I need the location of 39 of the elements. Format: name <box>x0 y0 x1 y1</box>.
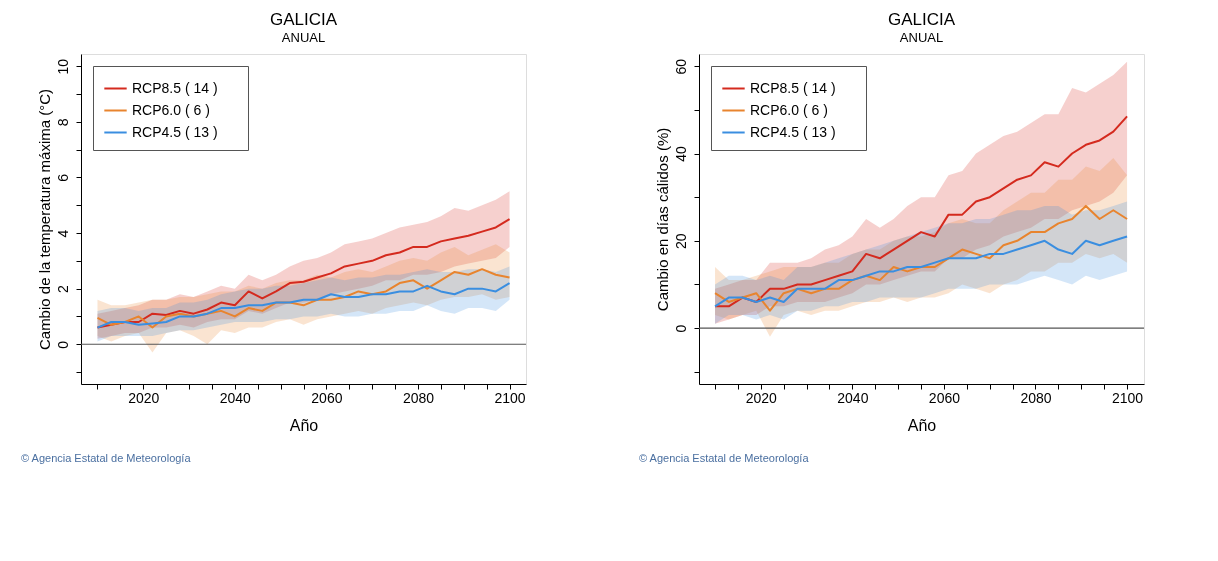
legend-label: RCP4.5 ( 13 ) <box>132 123 218 140</box>
y-tick-label: 0 <box>672 324 689 333</box>
legend-label: RCP4.5 ( 13 ) <box>750 123 836 140</box>
line-series <box>96 268 511 329</box>
line-series <box>714 235 1129 308</box>
chart-title: GALICIA <box>887 10 956 29</box>
chart-title: GALICIA <box>269 10 338 29</box>
x-axis-title: Año <box>289 416 319 434</box>
y-tick-label: 4 <box>54 229 71 238</box>
y-tick-label: 40 <box>672 146 689 162</box>
x-tick-label: 2040 <box>219 389 252 406</box>
x-tick-label: 2080 <box>1020 389 1052 406</box>
y-tick-label: 10 <box>54 58 71 75</box>
y-tick-label: 0 <box>54 340 71 349</box>
y-axis-title: Cambio en días cálidos (%) <box>653 127 671 312</box>
y-tick-label: 20 <box>672 233 689 250</box>
chart-subtitle: ANUAL <box>281 30 326 45</box>
legend-label: RCP8.5 ( 14 ) <box>132 79 218 96</box>
x-tick-label: 2020 <box>745 389 778 406</box>
legend-label: RCP6.0 ( 6 ) <box>750 101 828 118</box>
text: © Agencia Estatal de Meteorología <box>21 452 192 464</box>
x-tick-label: 2100 <box>1111 389 1144 406</box>
chart-subtitle: ANUAL <box>899 30 944 45</box>
text: © Agencia Estatal de Meteorología <box>639 452 810 464</box>
x-tick-label: 2100 <box>494 389 526 406</box>
y-tick-label: 8 <box>54 118 71 127</box>
x-tick-label: 2020 <box>128 389 160 406</box>
x-tick-label: 2060 <box>311 389 343 406</box>
y-axis-title: Cambio de la temperatura máxima (°C) <box>35 88 53 351</box>
x-tick-label: 2080 <box>402 389 435 406</box>
y-tick-label: 60 <box>672 58 689 75</box>
x-tick-label: 2060 <box>928 389 961 406</box>
x-tick-label: 2040 <box>837 389 869 406</box>
legend-label: RCP6.0 ( 6 ) <box>132 101 210 118</box>
x-axis-title: Año <box>907 416 937 434</box>
y-tick-label: 6 <box>54 173 71 182</box>
y-tick-label: 2 <box>54 285 71 294</box>
line-series <box>96 282 511 329</box>
legend-label: RCP8.5 ( 14 ) <box>750 79 836 96</box>
